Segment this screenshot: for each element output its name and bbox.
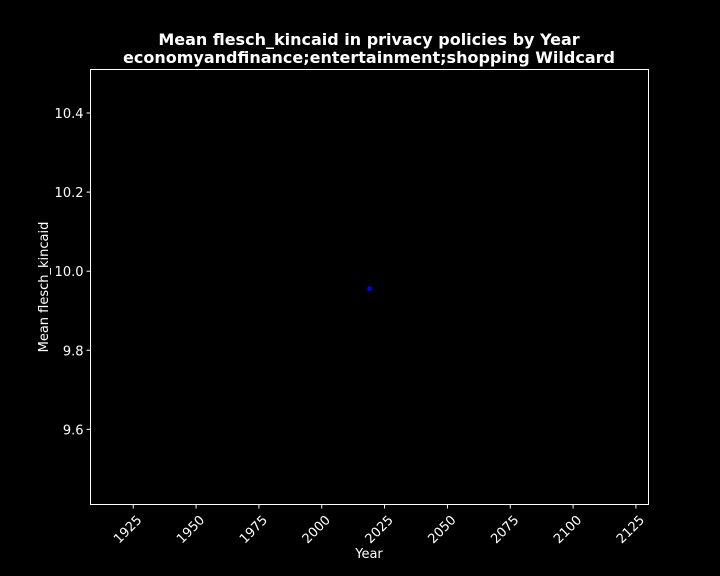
- y-axis-label: Mean flesch_kincaid: [37, 222, 52, 353]
- x-axis-label: Year: [354, 547, 383, 562]
- chart-title: Mean flesch_kincaid in privacy policies …: [158, 30, 579, 49]
- plot-area-frame: [90, 69, 649, 505]
- y-tick-label: 9.6: [63, 423, 84, 438]
- data-points: [367, 286, 372, 292]
- chart-subtitle: economyandfinance;entertainment;shopping…: [123, 48, 615, 67]
- y-tick-label: 10.0: [55, 265, 84, 280]
- y-tick-label: 10.2: [55, 186, 84, 201]
- y-tick-label: 9.8: [63, 344, 84, 359]
- data-point: [367, 286, 372, 292]
- y-axis-ticks: 9.6 9.8 10.0 10.2 10.4: [55, 107, 91, 438]
- y-tick-label: 10.4: [55, 107, 84, 122]
